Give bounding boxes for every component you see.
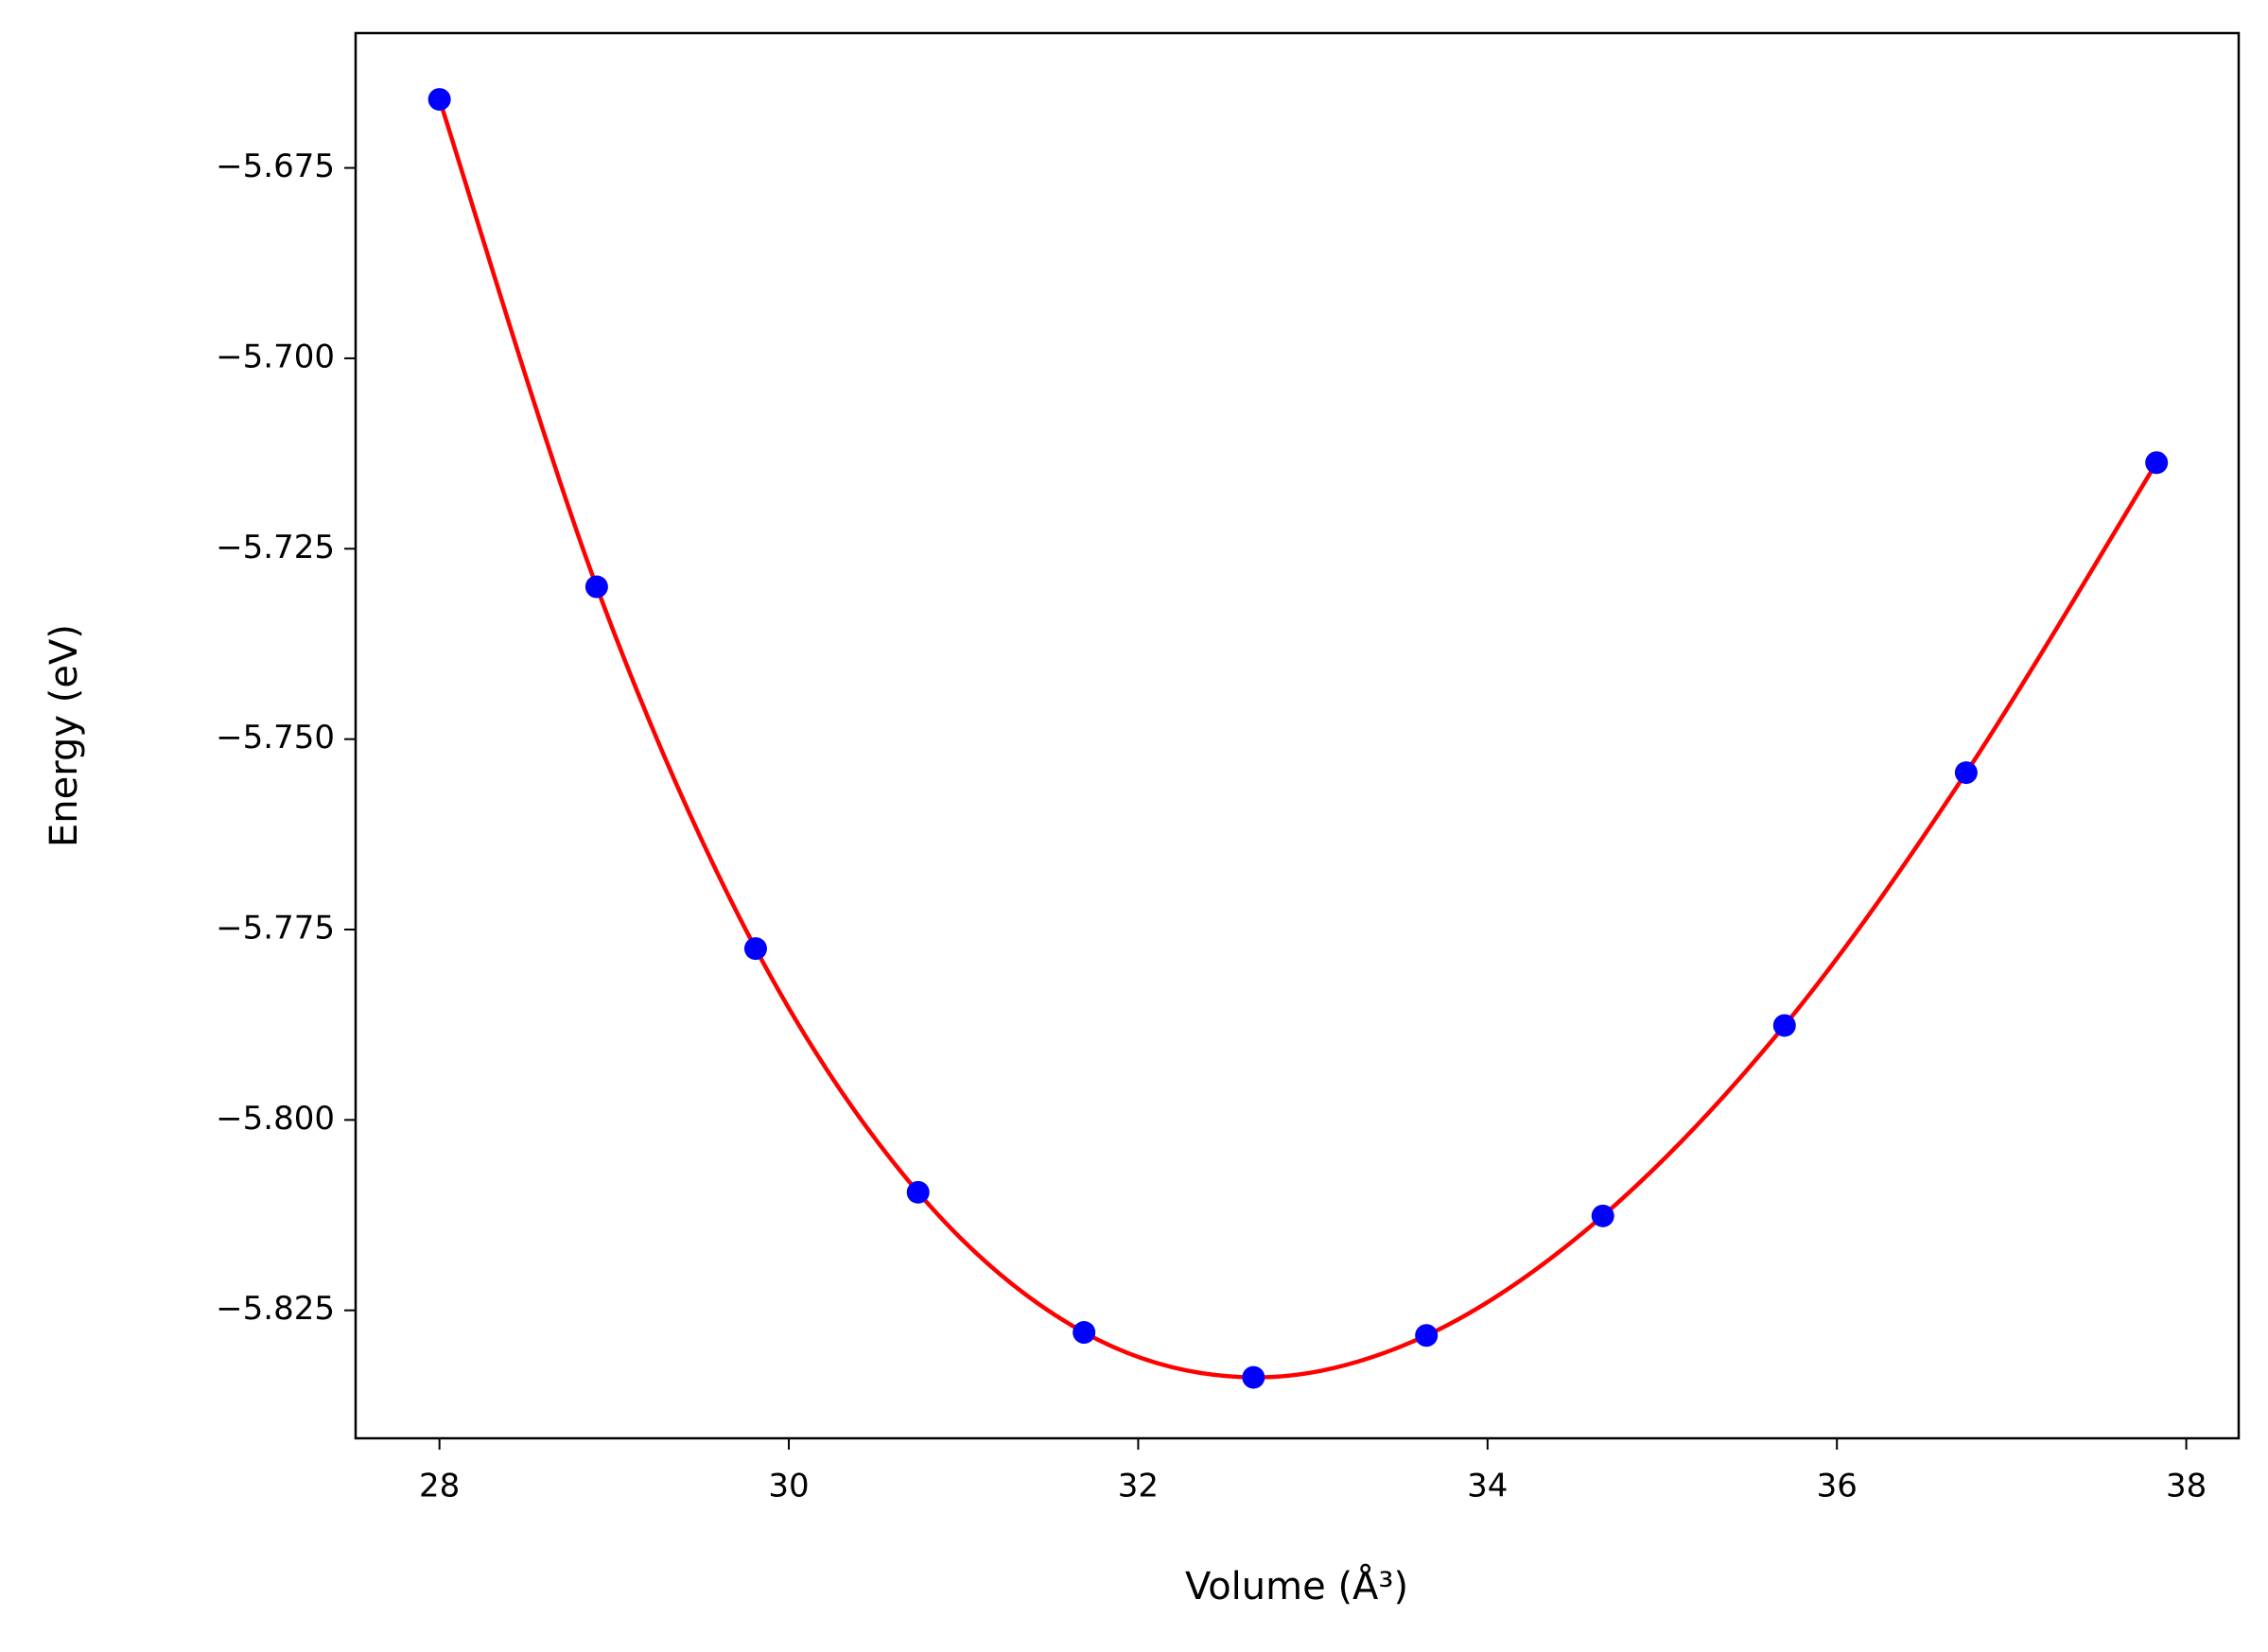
data-point [2145,451,2169,475]
plot-frame [354,31,2241,1440]
x-tick-label: 30 [768,1468,809,1505]
y-tick-label: −5.800 [216,1100,335,1138]
y-tick-label: −5.825 [216,1290,335,1328]
y-tick-label: −5.725 [216,529,335,566]
data-point [1954,761,1978,785]
data-point [906,1180,930,1204]
y-axis-label: Energy (eV) [43,624,86,847]
x-tick-label: 32 [1118,1468,1159,1505]
y-tick-label: −5.675 [216,148,335,185]
x-tick-label: 38 [2166,1468,2207,1505]
data-point [427,88,451,112]
x-tick-label: 28 [419,1468,460,1505]
x-tick-label: 34 [1467,1468,1508,1505]
data-point [1242,1365,1265,1389]
data-point [584,575,608,599]
y-tick-label: −5.775 [216,909,335,947]
data-point [1073,1321,1096,1345]
y-tick-label: −5.750 [216,719,335,756]
x-axis-label: Volume (Å³) [1185,1563,1408,1609]
data-point [1772,1014,1796,1037]
data-point [1415,1324,1439,1348]
data-point [743,937,767,961]
y-tick-label: −5.700 [216,338,335,375]
x-tick-label: 36 [1817,1468,1858,1505]
fit-line [437,98,2159,1380]
data-point [1591,1204,1614,1227]
